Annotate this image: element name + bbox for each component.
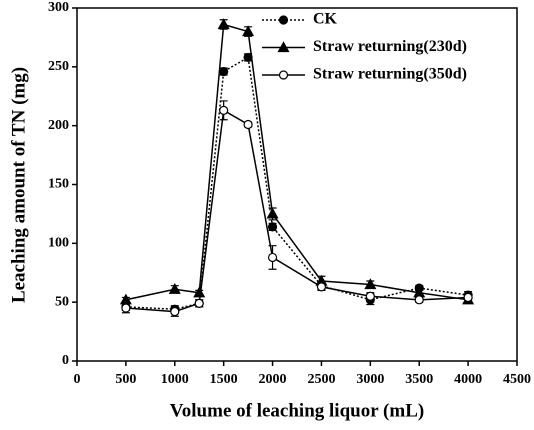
data-point xyxy=(168,282,181,294)
x-tick-label: 4000 xyxy=(454,372,482,387)
x-tick-label: 1500 xyxy=(210,372,238,387)
x-tick-label: 2500 xyxy=(307,372,335,387)
data-point xyxy=(194,298,204,308)
data-point xyxy=(243,119,253,130)
x-tick-label: 0 xyxy=(74,372,81,387)
data-point xyxy=(463,292,473,303)
x-tick-label: 500 xyxy=(115,372,136,387)
series-line xyxy=(125,56,469,310)
data-point xyxy=(170,306,180,317)
data-point xyxy=(217,18,230,30)
data-point xyxy=(316,282,327,292)
data-point xyxy=(267,252,278,263)
y-tick-label: 200 xyxy=(48,118,69,133)
x-tick-label: 3500 xyxy=(405,372,433,387)
y-tick-label: 50 xyxy=(55,294,69,309)
legend-label: CK xyxy=(313,11,338,28)
legend-marker xyxy=(277,41,290,53)
legend-marker xyxy=(278,70,289,80)
x-tick-label: 3000 xyxy=(356,372,384,387)
y-tick-label: 0 xyxy=(62,353,69,368)
data-point xyxy=(365,291,375,301)
data-point xyxy=(242,25,255,37)
x-tick-label: 4500 xyxy=(503,372,531,387)
y-axis-label: Leaching amount of TN (mg) xyxy=(8,67,29,303)
data-point xyxy=(364,278,377,290)
data-point xyxy=(414,295,424,305)
y-tick-label: 300 xyxy=(48,0,69,15)
legend-label: Straw returning(350d) xyxy=(313,66,467,83)
data-point xyxy=(266,207,279,219)
data-point xyxy=(267,222,278,232)
x-tick-label: 2000 xyxy=(259,372,287,387)
y-tick-label: 250 xyxy=(48,59,69,74)
legend-label: Straw returning(230d) xyxy=(313,38,467,55)
series-line xyxy=(125,109,469,313)
x-tick-label: 1000 xyxy=(161,372,189,387)
data-point xyxy=(219,105,229,115)
data-point xyxy=(121,303,131,313)
y-tick-label: 100 xyxy=(48,236,69,251)
legend-marker xyxy=(278,15,289,25)
data-point xyxy=(219,66,229,77)
data-point xyxy=(193,286,206,298)
y-tick-label: 150 xyxy=(48,177,69,192)
series-line xyxy=(125,23,469,301)
x-axis-label: Volume of leaching liquor (mL) xyxy=(170,400,424,421)
